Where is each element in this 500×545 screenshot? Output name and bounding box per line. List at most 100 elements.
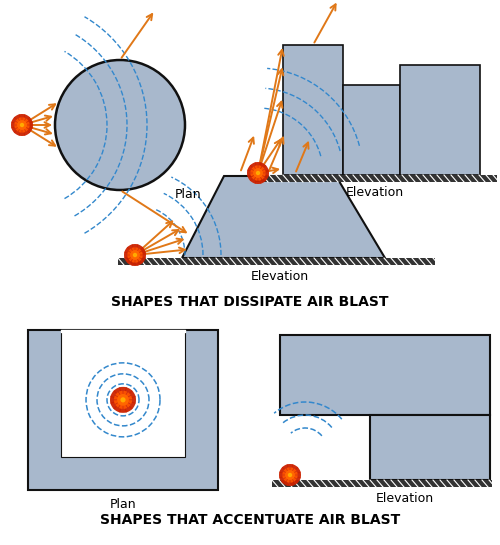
Wedge shape [123,391,127,400]
Wedge shape [14,114,22,125]
Text: Elevation: Elevation [346,186,404,199]
Wedge shape [123,400,132,404]
Wedge shape [11,122,22,129]
Wedge shape [116,392,123,400]
Wedge shape [127,244,135,255]
Wedge shape [22,114,30,125]
Wedge shape [123,396,136,404]
Wedge shape [114,387,123,400]
Wedge shape [14,122,22,125]
Wedge shape [123,400,127,409]
Wedge shape [282,471,290,475]
Wedge shape [250,173,258,184]
Wedge shape [11,117,22,125]
Bar [255,175,497,182]
Wedge shape [135,255,141,262]
Wedge shape [22,125,33,133]
Wedge shape [22,117,33,125]
Wedge shape [254,173,258,181]
Text: Plan: Plan [110,499,136,512]
Wedge shape [18,125,26,136]
Wedge shape [128,255,135,262]
Wedge shape [258,169,269,177]
Wedge shape [135,255,146,263]
Wedge shape [127,255,135,266]
Wedge shape [114,400,123,413]
Text: Elevation: Elevation [251,269,309,282]
Bar [61,330,185,457]
Wedge shape [18,117,22,125]
Wedge shape [22,125,30,136]
Text: Elevation: Elevation [376,492,434,505]
Wedge shape [250,169,258,173]
Wedge shape [119,391,123,400]
Wedge shape [254,165,258,173]
Circle shape [17,120,27,130]
Wedge shape [290,471,301,479]
Wedge shape [290,464,298,475]
Bar [370,415,490,480]
Wedge shape [110,396,123,404]
Wedge shape [290,471,298,475]
Wedge shape [258,173,264,179]
Wedge shape [22,125,30,129]
Wedge shape [16,125,22,131]
Wedge shape [290,467,301,475]
Wedge shape [135,255,142,258]
Wedge shape [290,475,298,479]
Circle shape [130,250,140,260]
Wedge shape [22,119,29,125]
Wedge shape [258,162,266,173]
Wedge shape [132,247,135,255]
Wedge shape [282,464,290,475]
Wedge shape [252,173,258,179]
Wedge shape [247,169,258,177]
Text: SHAPES THAT ACCENTUATE AIR BLAST: SHAPES THAT ACCENTUATE AIR BLAST [100,513,400,527]
Wedge shape [135,255,143,266]
Wedge shape [128,251,135,255]
Wedge shape [258,165,269,173]
Wedge shape [258,167,264,173]
Bar [28,330,218,490]
Wedge shape [250,173,258,177]
Wedge shape [258,173,269,181]
Wedge shape [279,475,290,483]
Bar [343,85,400,175]
Wedge shape [135,251,142,255]
Wedge shape [11,125,22,133]
Wedge shape [279,471,290,479]
Wedge shape [22,122,30,125]
Wedge shape [124,255,135,263]
Bar [280,335,490,415]
Wedge shape [114,396,123,400]
Wedge shape [286,475,290,483]
Wedge shape [14,125,22,136]
Wedge shape [114,400,123,404]
Wedge shape [110,390,123,400]
Wedge shape [116,400,123,408]
Wedge shape [135,247,138,255]
Wedge shape [247,165,258,173]
Wedge shape [290,475,296,481]
Wedge shape [290,475,294,483]
Wedge shape [18,114,26,125]
Wedge shape [286,467,290,475]
Wedge shape [247,173,258,181]
Wedge shape [22,125,29,131]
Wedge shape [135,244,143,255]
Wedge shape [14,125,22,129]
Wedge shape [258,173,262,181]
Wedge shape [119,400,123,409]
Bar [118,258,435,265]
Text: Plan: Plan [175,189,202,202]
Wedge shape [132,255,135,263]
Circle shape [133,253,137,257]
Wedge shape [135,249,141,255]
Wedge shape [135,247,146,255]
Wedge shape [132,255,138,266]
Wedge shape [128,249,135,255]
Wedge shape [123,387,132,400]
Circle shape [256,171,260,175]
Wedge shape [135,255,138,263]
Wedge shape [286,464,294,475]
